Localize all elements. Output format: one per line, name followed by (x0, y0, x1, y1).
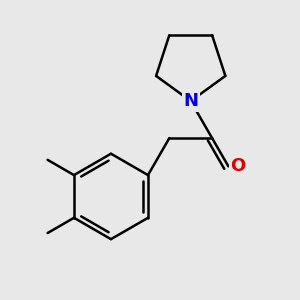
Text: O: O (230, 158, 245, 175)
Text: N: N (183, 92, 198, 110)
